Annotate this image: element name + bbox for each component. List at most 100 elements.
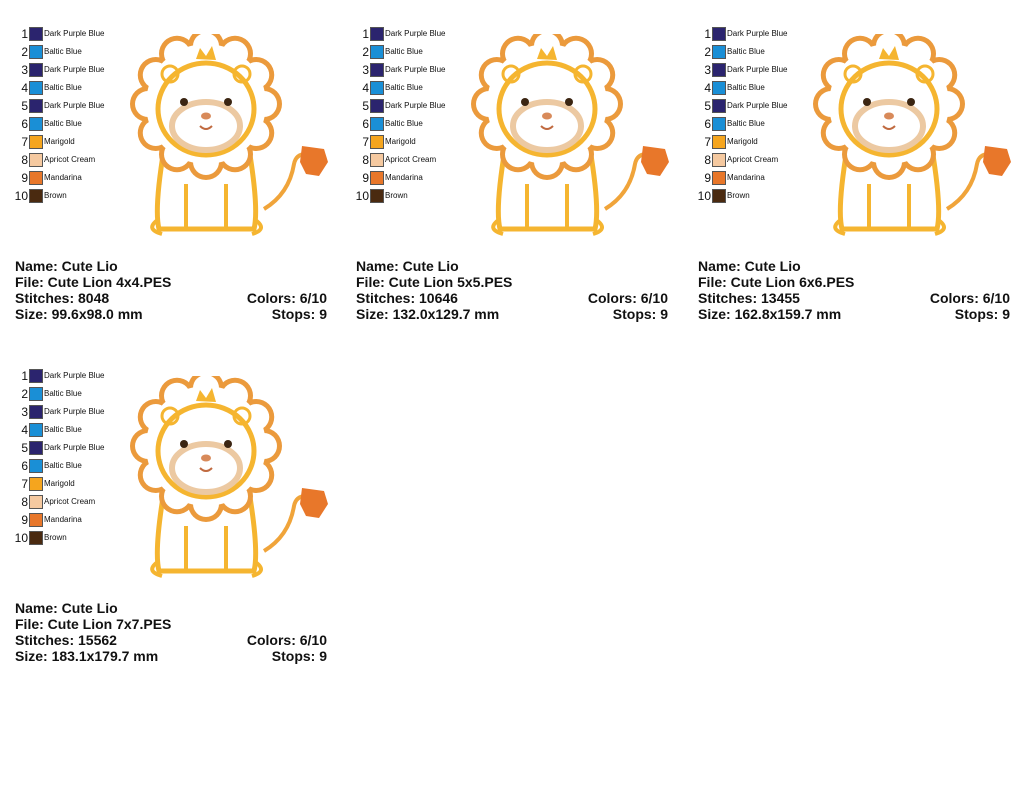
color-name: Baltic Blue <box>727 119 765 128</box>
color-name: Baltic Blue <box>385 47 423 56</box>
color-number: 8 <box>21 495 28 509</box>
color-swatch <box>29 63 43 77</box>
color-swatch <box>29 135 43 149</box>
stitch-count: Stitches: 15562 <box>15 632 117 648</box>
color-number: 2 <box>362 45 369 59</box>
file-name: File: Cute Lion 4x4.PES <box>15 274 172 290</box>
color-row: 3 Dark Purple Blue <box>697 62 797 78</box>
stop-count: Stops: 9 <box>271 648 327 664</box>
color-swatch <box>29 495 43 509</box>
color-swatch <box>712 27 726 41</box>
ear-left <box>160 406 180 426</box>
color-row: 2 Baltic Blue <box>355 44 455 60</box>
eye-left <box>180 98 188 106</box>
color-name: Mandarina <box>44 515 82 524</box>
color-name: Brown <box>44 533 67 542</box>
eye-left <box>180 440 188 448</box>
color-number: 10 <box>697 189 711 203</box>
color-swatch <box>29 405 43 419</box>
file-name: File: Cute Lion 7x7.PES <box>15 616 172 632</box>
color-swatch <box>712 99 726 113</box>
color-swatch <box>712 135 726 149</box>
colors-used: Colors: 6/10 <box>587 290 668 306</box>
color-name: Marigold <box>44 137 75 146</box>
design-card: 1 Dark Purple Blue 2 Baltic Blue 3 Dark Purpl… <box>14 26 328 326</box>
design-name: Name: Cute Lio <box>15 258 118 274</box>
color-number: 8 <box>704 153 711 167</box>
color-row: 4 Baltic Blue <box>697 80 797 96</box>
color-number: 2 <box>21 45 28 59</box>
lion-mouth <box>540 125 554 130</box>
color-swatch <box>370 117 384 131</box>
lion-tuft <box>537 46 557 60</box>
color-row: 8 Apricot Cream <box>14 494 114 510</box>
color-name: Apricot Cream <box>727 155 779 164</box>
color-row: 9 Mandarina <box>697 170 797 186</box>
color-swatch <box>370 189 384 203</box>
color-number: 9 <box>21 171 28 185</box>
eye-right <box>565 98 573 106</box>
color-number: 3 <box>21 405 28 419</box>
lion-legs <box>833 184 946 236</box>
color-number: 5 <box>21 441 28 455</box>
lion-tuft <box>196 46 216 60</box>
ear-left <box>501 64 521 84</box>
color-number: 5 <box>21 99 28 113</box>
color-name: Apricot Cream <box>44 155 96 164</box>
color-swatch <box>29 81 43 95</box>
color-row: 3 Dark Purple Blue <box>355 62 455 78</box>
lion-legs <box>491 184 604 236</box>
color-number: 10 <box>355 189 369 203</box>
lion-muzzle <box>510 99 584 153</box>
lion-muzzle <box>852 99 926 153</box>
color-number: 7 <box>21 135 28 149</box>
color-number: 7 <box>704 135 711 149</box>
color-name: Mandarina <box>385 173 423 182</box>
color-number: 7 <box>362 135 369 149</box>
color-name: Dark Purple Blue <box>44 407 105 416</box>
color-row: 7 Marigold <box>697 134 797 150</box>
eye-left <box>863 98 871 106</box>
color-name: Mandarina <box>727 173 765 182</box>
color-row: 10 Brown <box>697 188 797 204</box>
color-number: 7 <box>21 477 28 491</box>
color-name: Baltic Blue <box>44 119 82 128</box>
color-name: Baltic Blue <box>44 83 82 92</box>
color-number: 6 <box>21 117 28 131</box>
color-swatch <box>712 63 726 77</box>
color-row: 3 Dark Purple Blue <box>14 62 114 78</box>
color-swatch <box>29 531 43 545</box>
color-swatch <box>712 153 726 167</box>
color-row: 4 Baltic Blue <box>355 80 455 96</box>
stop-count: Stops: 9 <box>612 306 668 322</box>
lion-tail-tip <box>300 488 328 518</box>
color-row: 9 Mandarina <box>355 170 455 186</box>
color-number: 4 <box>21 81 28 95</box>
color-row: 1 Dark Purple Blue <box>697 26 797 42</box>
color-name: Baltic Blue <box>44 425 82 434</box>
color-number: 6 <box>362 117 369 131</box>
lion-tail-tip <box>300 146 328 176</box>
lion-tail <box>603 152 648 211</box>
color-number: 3 <box>21 63 28 77</box>
color-swatch <box>29 477 43 491</box>
lion-tuft <box>196 388 216 402</box>
color-name: Dark Purple Blue <box>44 443 105 452</box>
color-swatch <box>29 423 43 437</box>
color-row: 5 Dark Purple Blue <box>697 98 797 114</box>
lion-mouth <box>199 125 213 130</box>
color-row: 8 Apricot Cream <box>14 152 114 168</box>
color-number: 4 <box>362 81 369 95</box>
color-name: Dark Purple Blue <box>727 65 788 74</box>
color-row: 10 Brown <box>14 530 114 546</box>
color-number: 2 <box>21 387 28 401</box>
color-number: 5 <box>704 99 711 113</box>
color-number: 1 <box>362 27 369 41</box>
color-number: 4 <box>21 423 28 437</box>
colors-used: Colors: 6/10 <box>246 290 327 306</box>
color-number: 1 <box>21 27 28 41</box>
lion-muzzle <box>169 99 243 153</box>
color-number: 10 <box>14 189 28 203</box>
color-row: 7 Marigold <box>14 134 114 150</box>
color-row: 2 Baltic Blue <box>14 386 114 402</box>
